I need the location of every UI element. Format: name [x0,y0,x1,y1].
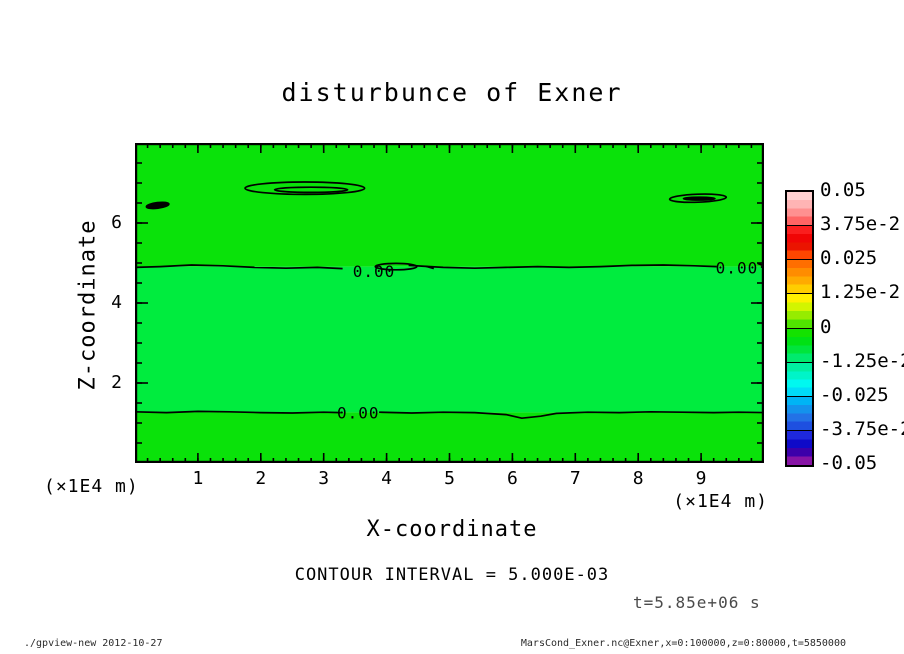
x-axis-unit-label: (×1E4 m) [673,491,768,512]
closed-contour [682,196,716,201]
colorbar-tick-label: 0 [820,315,832,338]
zero-contour-line [408,264,717,270]
time-caption: t=5.85e+06 s [633,593,761,612]
x-tick-label: 9 [695,468,707,489]
tone-fill-band [135,143,764,267]
x-tick-label: 4 [381,468,393,489]
x-tick-label: 3 [318,468,330,489]
closed-contour [145,201,170,210]
x-tick-label: 8 [632,468,644,489]
colorbar-tick-label: -3.75e-2 [820,417,904,440]
contour-value-label: 0.00 [337,404,380,423]
x-tick-label: 2 [255,468,267,489]
contour-interval-caption: CONTOUR INTERVAL = 5.000E-03 [294,565,610,585]
y-tick-label: 2 [111,372,122,393]
x-axis-title: X-coordinate [366,517,538,542]
colorbar-segment [787,192,812,227]
colorbar-segment [787,362,812,397]
x-tick-label: 5 [444,468,455,489]
chart-title: disturbunce of Exner [281,78,623,107]
contour-mark [425,265,435,270]
colorbar-tick-label: -0.05 [820,452,878,474]
colorbar-segment [787,430,812,465]
footer-program-stamp: ./gpview-new 2012-10-27 [24,638,163,649]
x-tick-label: 7 [569,468,581,489]
contour-plot-svg: 0.00 0.00 0.00 [135,143,764,463]
closed-contour [374,262,418,271]
contour-value-label: 0.00 [716,258,759,277]
zero-contour-line [135,264,343,270]
colorbar-tick-label: -0.025 [820,383,889,406]
colorbar-segment [787,260,812,295]
plot-area: 0.00 0.00 0.00 [135,143,764,463]
colorbar-segment [787,226,812,261]
y-tick-label: 6 [111,212,122,233]
x-tick-label: 1 [192,468,204,489]
y-tick-label: 4 [111,292,122,313]
plot-frame [135,143,764,463]
closed-contour [244,181,366,196]
closed-contour [273,186,349,194]
zero-contour-line [135,410,341,414]
footer-source-stamp: MarsCond_Exner.nc@Exner,x=0:100000,z=0:8… [520,638,846,649]
colorbar-tick-label: 1.25e-2 [820,281,901,304]
zero-contour-line [379,410,764,420]
colorbar [785,190,814,467]
closed-contour [668,193,728,204]
x-tick-label: 6 [506,468,518,489]
colorbar-tick-label: -1.25e-2 [820,349,904,372]
colorbar-segment [787,396,812,431]
contour-value-label: 0.00 [353,262,396,281]
y-axis-unit-label: (×1E4 m) [44,476,139,497]
colorbar-tick-label: 3.75e-2 [820,213,901,236]
colorbar-tick-label: 0.05 [820,179,866,201]
colorbar-segment [787,294,812,329]
colorbar-tick-label: 0.025 [820,247,878,270]
tone-fill-band [135,266,764,413]
colorbar-segment [787,328,812,363]
